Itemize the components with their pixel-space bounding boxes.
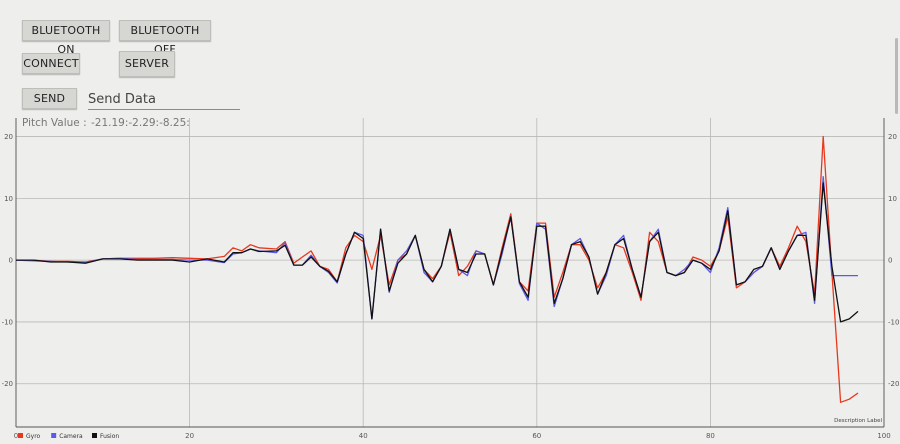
description-label: Description Label xyxy=(834,418,882,424)
x-tick-label: 20 xyxy=(185,432,194,440)
send-button[interactable]: SEND xyxy=(22,88,77,109)
y-tick-label-left: 0 xyxy=(9,257,13,265)
y-tick-label-left: 20 xyxy=(4,133,13,141)
send-data-input[interactable]: Send Data xyxy=(88,88,240,110)
connect-button[interactable]: CONNECT xyxy=(22,53,80,74)
legend-label-fusion: Fusion xyxy=(100,433,119,440)
x-tick-label: 100 xyxy=(877,432,890,440)
pitch-label: Pitch Value : xyxy=(22,117,87,129)
y-tick-label-left: 10 xyxy=(4,195,13,203)
pitch-value: -21.19:-2.29:-8.25: xyxy=(91,117,190,129)
y-tick-label-right: 0 xyxy=(888,257,892,265)
legend-swatch-fusion xyxy=(92,433,97,438)
bluetooth-on-button[interactable]: BLUETOOTH ON xyxy=(22,20,110,56)
x-tick-label: 80 xyxy=(706,432,715,440)
y-tick-label-right: 10 xyxy=(888,195,897,203)
server-button[interactable]: SERVER xyxy=(119,51,175,77)
legend-label-camera: Camera xyxy=(59,433,83,440)
scrollbar[interactable] xyxy=(895,38,898,114)
x-tick-label: 0 xyxy=(14,432,18,440)
x-tick-label: 60 xyxy=(532,432,541,440)
y-tick-label-left: -20 xyxy=(2,380,13,388)
y-tick-label-right: 20 xyxy=(888,133,897,141)
legend-label-gyro: Gyro xyxy=(26,433,41,440)
legend-swatch-gyro xyxy=(18,433,23,438)
x-tick-label: 40 xyxy=(359,432,368,440)
y-tick-label-right: -10 xyxy=(888,318,899,326)
y-tick-label-right: -20 xyxy=(888,380,899,388)
series-line-gyro xyxy=(16,135,859,403)
y-tick-label-left: -10 xyxy=(2,318,13,326)
legend-swatch-camera xyxy=(51,433,57,438)
series-line-fusion xyxy=(16,182,859,323)
